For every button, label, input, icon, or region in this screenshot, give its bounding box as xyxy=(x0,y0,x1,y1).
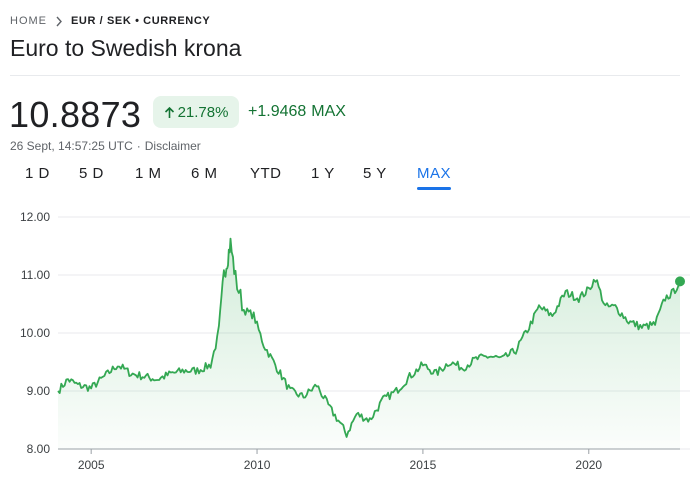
latest-price-marker xyxy=(675,276,685,287)
x-tick-label: 2015 xyxy=(410,458,437,472)
page-title: Euro to Swedish krona xyxy=(10,35,242,61)
price-line xyxy=(57,237,681,438)
absolute-change: +1.9468 MAX xyxy=(248,103,351,121)
tab-label: YTD xyxy=(250,165,282,182)
tab-1y[interactable]: 1 Y xyxy=(311,165,335,195)
arrow-up-icon xyxy=(164,106,175,119)
change-period-label: MAX xyxy=(311,103,346,120)
tab-label: 6 M xyxy=(191,165,218,182)
separator-dot: · xyxy=(136,139,141,153)
x-tick-label: 2010 xyxy=(244,458,271,472)
tab-label: 5 D xyxy=(79,165,104,182)
breadcrumb-home-link[interactable]: HOME xyxy=(10,15,47,27)
y-tick-label: 8.00 xyxy=(27,442,51,456)
price-area-fill xyxy=(58,238,680,449)
time-range-tabs: 1 D 5 D 1 M 6 M YTD 1 Y 5 Y MAX xyxy=(0,165,690,195)
chevron-right-icon xyxy=(55,16,63,27)
tab-1m[interactable]: 1 M xyxy=(135,165,162,195)
timestamp: 26 Sept, 14:57:25 UTC xyxy=(10,139,133,153)
tab-5d[interactable]: 5 D xyxy=(79,165,104,195)
y-tick-label: 9.00 xyxy=(27,384,51,398)
current-price: 10.8873 xyxy=(9,94,142,135)
timestamp-line: 26 Sept, 14:57:25 UTC · Disclaimer xyxy=(10,139,201,153)
price-chart[interactable]: 12.00 11.00 10.00 9.00 8.00 2005 2010 2015 2020 xyxy=(0,200,690,490)
percent-change-value: 21.78% xyxy=(177,103,229,121)
y-tick-label: 12.00 xyxy=(20,210,50,224)
percent-change-badge: 21.78% xyxy=(153,96,239,128)
absolute-change-value: +1.9468 xyxy=(248,103,307,120)
breadcrumb-current: EUR / SEK • CURRENCY xyxy=(71,15,211,27)
tab-label: 1 M xyxy=(135,165,162,182)
tab-label: 1 D xyxy=(25,165,50,182)
x-tick-label: 2020 xyxy=(575,458,602,472)
tab-ytd[interactable]: YTD xyxy=(250,165,282,195)
disclaimer-link[interactable]: Disclaimer xyxy=(144,139,201,153)
tab-label: 5 Y xyxy=(363,165,387,182)
tab-5y[interactable]: 5 Y xyxy=(363,165,387,195)
y-tick-label: 11.00 xyxy=(21,268,50,282)
tab-6m[interactable]: 6 M xyxy=(191,165,218,195)
tab-label: 1 Y xyxy=(311,165,335,182)
breadcrumb: HOME EUR / SEK • CURRENCY xyxy=(10,14,210,28)
tab-max[interactable]: MAX xyxy=(417,165,452,195)
x-tick-label: 2005 xyxy=(78,458,105,472)
y-tick-label: 10.00 xyxy=(20,326,50,340)
tab-label: MAX xyxy=(417,165,452,182)
tab-1d[interactable]: 1 D xyxy=(25,165,50,195)
divider xyxy=(10,75,680,76)
active-tab-indicator xyxy=(417,187,452,190)
